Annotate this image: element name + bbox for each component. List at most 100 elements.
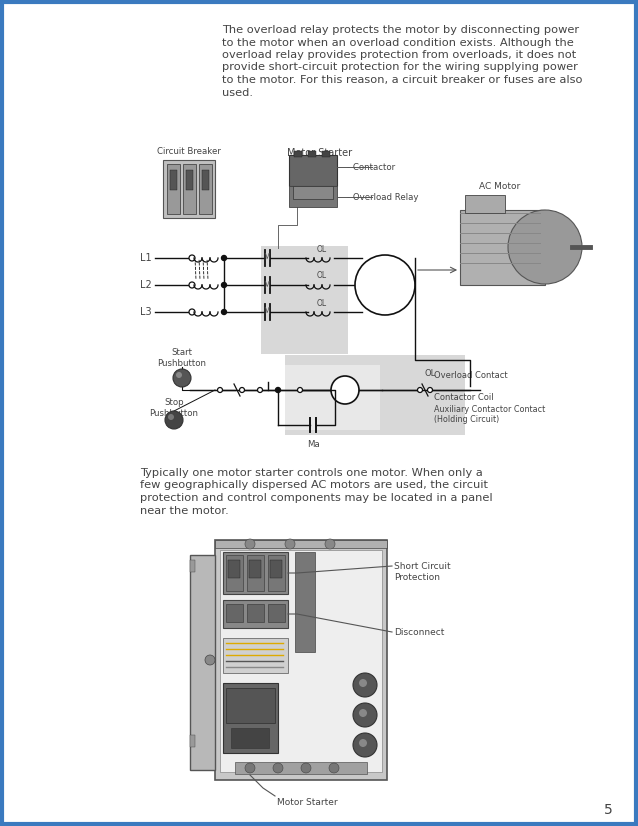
Bar <box>285 365 380 430</box>
Circle shape <box>353 733 377 757</box>
Text: OL: OL <box>424 369 436 378</box>
Bar <box>261 246 306 354</box>
Bar <box>215 540 387 780</box>
Text: M: M <box>263 307 271 316</box>
Text: Ma: Ma <box>307 440 320 449</box>
Circle shape <box>221 255 226 260</box>
Text: Motor Starter: Motor Starter <box>277 798 338 807</box>
Circle shape <box>285 539 295 549</box>
Text: The overload relay protects the motor by disconnecting power: The overload relay protects the motor by… <box>222 25 579 35</box>
Circle shape <box>189 255 195 261</box>
Text: Overload Contact: Overload Contact <box>434 371 508 380</box>
Bar <box>285 355 465 435</box>
Text: L1: L1 <box>140 253 152 263</box>
Bar <box>223 683 278 753</box>
Text: L3: L3 <box>140 307 152 317</box>
Circle shape <box>258 387 262 392</box>
Text: - Contactor: - Contactor <box>347 163 395 172</box>
Bar <box>294 151 302 157</box>
Bar <box>215 540 387 548</box>
Text: 5: 5 <box>604 803 612 817</box>
Text: overload relay provides protection from overloads, it does not: overload relay provides protection from … <box>222 50 576 60</box>
Bar <box>223 600 288 628</box>
Circle shape <box>329 763 339 773</box>
Circle shape <box>359 739 367 747</box>
Circle shape <box>355 255 415 315</box>
Bar <box>460 210 545 285</box>
Bar <box>268 555 285 591</box>
Text: Stop
Pushbutton: Stop Pushbutton <box>149 398 198 418</box>
Text: to the motor. For this reason, a circuit breaker or fuses are also: to the motor. For this reason, a circuit… <box>222 75 582 85</box>
Circle shape <box>176 372 182 378</box>
Circle shape <box>221 310 226 315</box>
Bar <box>183 164 196 214</box>
Bar <box>465 195 505 213</box>
Text: Start
Pushbutton: Start Pushbutton <box>158 348 207 368</box>
Bar <box>202 170 209 190</box>
Circle shape <box>331 376 359 404</box>
Circle shape <box>359 709 367 717</box>
Text: Auxiliary Contactor Contact: Auxiliary Contactor Contact <box>434 405 545 414</box>
Circle shape <box>189 309 195 315</box>
Bar <box>247 604 264 622</box>
Circle shape <box>221 282 226 287</box>
Bar <box>190 735 195 747</box>
Text: Typically one motor starter controls one motor. When only a: Typically one motor starter controls one… <box>140 468 483 478</box>
Circle shape <box>168 414 174 420</box>
Circle shape <box>325 539 335 549</box>
Text: Contactor Coil: Contactor Coil <box>434 393 494 402</box>
Text: - Overload Relay: - Overload Relay <box>347 192 419 202</box>
Bar <box>231 728 269 748</box>
Bar <box>226 688 275 723</box>
Bar <box>289 186 337 207</box>
Bar <box>235 762 367 774</box>
Text: OL: OL <box>317 298 327 307</box>
Bar <box>226 604 243 622</box>
Bar <box>249 560 261 578</box>
Bar <box>167 164 180 214</box>
Text: used.: used. <box>222 88 253 97</box>
Circle shape <box>239 387 244 392</box>
Text: Disconnect: Disconnect <box>394 628 445 637</box>
Bar <box>223 552 288 594</box>
Circle shape <box>353 703 377 727</box>
Bar <box>190 555 215 770</box>
Bar <box>170 170 177 190</box>
Bar <box>268 604 285 622</box>
Bar <box>308 151 316 157</box>
Bar <box>186 170 193 190</box>
Bar <box>220 550 382 772</box>
Circle shape <box>427 387 433 392</box>
Bar <box>293 186 333 199</box>
Circle shape <box>276 387 281 392</box>
Text: OL: OL <box>317 272 327 281</box>
Bar <box>190 560 195 572</box>
Text: Short Circuit
Protection: Short Circuit Protection <box>394 562 450 582</box>
Text: few geographically dispersed AC motors are used, the circuit: few geographically dispersed AC motors a… <box>140 481 488 491</box>
Text: AC Motor: AC Motor <box>479 182 521 191</box>
Text: Motor: Motor <box>371 280 399 290</box>
Circle shape <box>301 763 311 773</box>
Bar <box>270 560 282 578</box>
Bar <box>295 552 315 652</box>
Text: M: M <box>263 281 271 289</box>
Text: provide short-circuit protection for the wiring supplying power: provide short-circuit protection for the… <box>222 63 578 73</box>
Circle shape <box>273 763 283 773</box>
Bar <box>289 155 337 186</box>
Bar <box>163 160 215 218</box>
Text: L2: L2 <box>140 280 152 290</box>
Circle shape <box>297 387 302 392</box>
Text: (Holding Circuit): (Holding Circuit) <box>434 415 500 424</box>
Circle shape <box>359 679 367 687</box>
Text: Circuit Breaker: Circuit Breaker <box>157 147 221 156</box>
Bar <box>322 151 330 157</box>
Circle shape <box>218 387 223 392</box>
Text: M: M <box>263 254 271 263</box>
Bar <box>306 246 348 354</box>
Circle shape <box>189 282 195 288</box>
Circle shape <box>165 411 183 429</box>
Circle shape <box>353 673 377 697</box>
Circle shape <box>508 210 582 284</box>
Circle shape <box>205 655 215 665</box>
Text: protection and control components may be located in a panel: protection and control components may be… <box>140 493 493 503</box>
